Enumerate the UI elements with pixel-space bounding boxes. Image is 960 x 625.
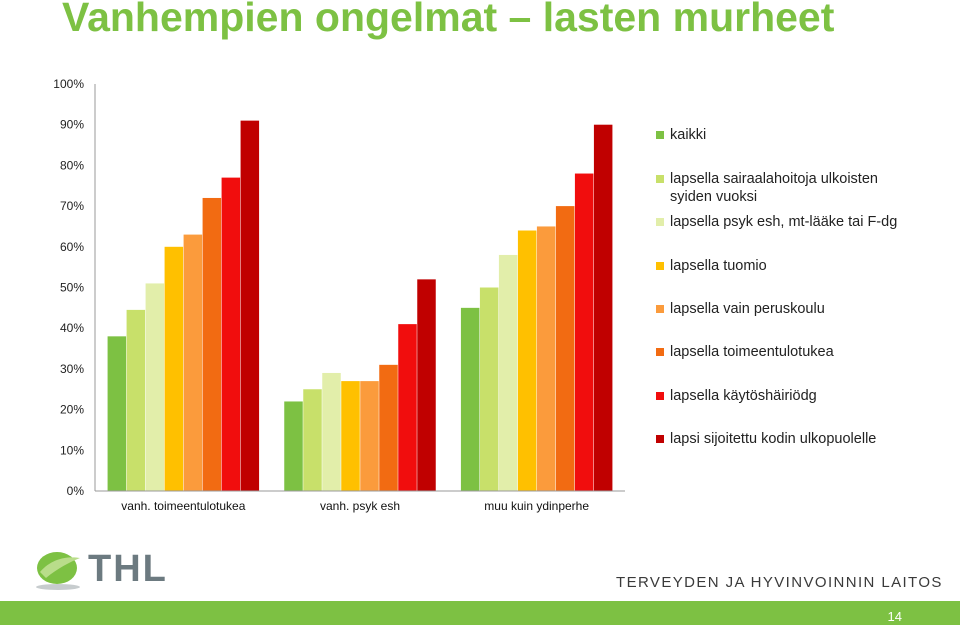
bar [183,234,203,491]
legend-item: lapsella sairaalahoitoja ulkoisten syide… [656,170,910,206]
bar [536,226,556,491]
bar [303,389,322,491]
legend-item: lapsella psyk esh, mt-lääke tai F-dg [656,213,897,231]
bar [284,401,303,491]
legend-swatch [656,348,664,356]
x-category-label: muu kuin ydinperhe [484,499,589,513]
bar [498,254,518,491]
bar [126,309,146,491]
legend-label: kaikki [670,127,707,143]
y-tick-label: 80% [60,158,84,172]
legend-label: lapsella tuomio [670,258,767,274]
y-tick-label: 50% [60,281,84,295]
y-tick-label: 0% [67,484,85,498]
bar [517,230,537,491]
bar [574,173,594,492]
bar [341,381,360,491]
legend-label: lapsi sijoitettu kodin ulkopuolelle [670,431,877,447]
bar [417,279,436,491]
bars [107,120,613,492]
bar [593,124,613,491]
legend-item: lapsella vain peruskoulu [656,300,825,318]
legend-item: kaikki [656,126,706,144]
legend-swatch [656,262,664,270]
thl-logo-text: THL [88,548,168,590]
legend-item: lapsella tuomio [656,257,767,275]
y-tick-label: 70% [60,199,84,213]
bar [379,364,398,491]
page-number: 14 [887,609,902,624]
legend-swatch [656,218,664,226]
footer-bar [0,601,960,625]
bar [555,206,575,491]
y-tick-label: 10% [60,443,84,457]
legend-swatch [656,131,664,139]
bar [479,287,499,491]
bar [107,336,127,491]
legend-label: lapsella vain peruskoulu [670,301,825,317]
bar [460,307,480,491]
bar [240,120,260,491]
bar [360,381,379,491]
bar [164,246,184,491]
legend-label: lapsella sairaalahoitoja ulkoisten syide… [670,171,878,205]
bar [322,372,341,491]
legend-swatch [656,305,664,313]
bar [398,324,417,491]
y-tick-label: 30% [60,362,84,376]
institute-name: TERVEYDEN JA HYVINVOINNIN LAITOS [616,574,943,591]
legend-label: lapsella toimeentulotukea [670,344,834,360]
legend-label: lapsella käytöshäiriödg [670,388,817,404]
bar-chart: 0% 10% 20% 30% 40% 50% 60% 70% 80% 90% 100% vanh. … [53,77,625,513]
x-category-label: vanh. toimeentulotukea [121,499,245,513]
legend-item: lapsella käytöshäiriödg [656,387,817,405]
legend-item: lapsella toimeentulotukea [656,343,834,361]
x-category-label: vanh. psyk esh [320,499,400,513]
legend-swatch [656,392,664,400]
y-tick-label: 40% [60,321,84,335]
x-axis: vanh. toimeentulotukea vanh. psyk esh muu … [95,490,625,513]
y-tick-label: 20% [60,403,84,417]
bar [145,283,165,491]
bar [202,197,222,491]
slide-title: Vanhempien ongelmat – lasten murheet [62,0,835,40]
y-tick-label: 60% [60,240,84,254]
y-axis: 0% 10% 20% 30% 40% 50% 60% 70% 80% 90% 100% [53,77,96,498]
bar [221,177,241,492]
legend-swatch [656,435,664,443]
legend-item: lapsi sijoitettu kodin ulkopuolelle [656,430,876,448]
y-tick-label: 100% [53,77,84,91]
legend-label: lapsella psyk esh, mt-lääke tai F-dg [670,214,898,230]
thl-leaf-icon [36,552,80,590]
legend-swatch [656,175,664,183]
y-tick-label: 90% [60,118,84,132]
